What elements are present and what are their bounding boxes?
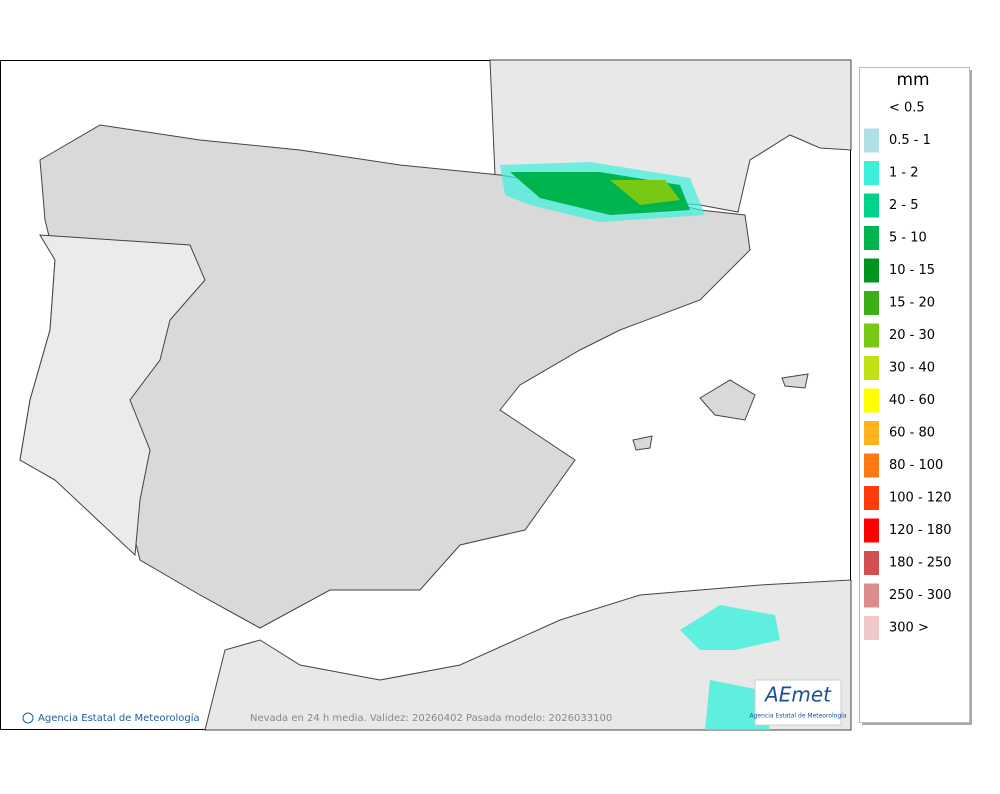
legend-swatch [864,96,879,120]
legend-label: 30 - 40 [889,361,935,376]
legend-label: < 0.5 [889,101,925,116]
legend-label: 10 - 15 [889,263,935,278]
legend-swatch [864,583,879,608]
snow-atlas [680,605,780,650]
portugal [19,234,206,557]
legend-swatch [864,356,879,380]
caption: Nevada en 24 h media. Validez: 20260402 … [250,713,612,724]
snow-atlas-2 [705,680,770,730]
legend-label: 300 > [889,621,929,636]
legend-label: 0.5 - 1 [889,133,931,148]
legend-label: 20 - 30 [889,328,935,343]
ibiza [632,435,653,451]
legend-swatch [864,323,879,348]
legend-label: 120 - 180 [889,523,952,538]
legend-swatch [864,291,879,315]
africa [204,579,852,731]
legend-swatch [864,258,879,283]
legend-swatch [864,128,879,153]
legend-swatch [864,551,879,575]
legend-label: 250 - 300 [889,588,952,603]
legend-label: 80 - 100 [889,458,943,473]
legend-label: 100 - 120 [889,491,952,506]
snow-heavy [610,180,680,205]
legend-swatch [864,453,879,478]
legend-swatch [864,388,879,413]
legend-swatch [864,193,879,218]
legend-swatch [864,226,879,250]
legend-swatch [864,161,879,185]
logo-box [754,679,842,726]
snow-area [500,162,780,730]
legend-label: 5 - 10 [889,231,927,246]
logo: AEmet Agencia Estatal de Meteorología [750,679,847,726]
footer: Agencia Estatal de Meteorología Nevada e… [22,712,612,724]
legend-label: 2 - 5 [889,198,919,213]
legend-label: 40 - 60 [889,393,935,408]
legend-label: 15 - 20 [889,296,935,311]
legend: mm < 0.5 0.5 - 1 1 - 2 2 - 5 5 - 10 10 - 15 15… [859,67,972,725]
legend-label: 1 - 2 [889,166,919,181]
logo-name: AEmet [763,683,832,707]
legend-title: mm [896,70,929,90]
legend-label: 60 - 80 [889,426,935,441]
legend-label: 180 - 250 [889,556,952,571]
credit: Agencia Estatal de Meteorología [38,712,200,724]
legend-swatch [864,421,879,445]
legend-swatch [864,616,879,640]
menorca [781,373,809,389]
mallorca [699,379,756,421]
logo-subtitle: Agencia Estatal de Meteorología [750,713,847,720]
legend-swatch [864,518,879,543]
legend-swatch [864,486,879,510]
copyright-icon [22,712,34,724]
